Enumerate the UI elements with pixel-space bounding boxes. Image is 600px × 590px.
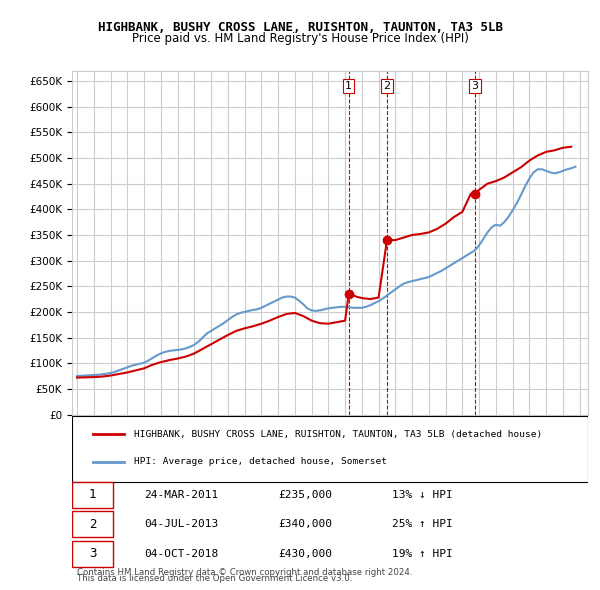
Text: 25% ↑ HPI: 25% ↑ HPI — [392, 519, 452, 529]
FancyBboxPatch shape — [72, 540, 113, 567]
Text: 2: 2 — [89, 517, 97, 530]
Text: 2: 2 — [383, 81, 391, 91]
Text: 24-MAR-2011: 24-MAR-2011 — [144, 490, 218, 500]
FancyBboxPatch shape — [72, 511, 113, 537]
Text: £430,000: £430,000 — [278, 549, 332, 559]
FancyBboxPatch shape — [72, 416, 588, 481]
Text: 3: 3 — [472, 81, 478, 91]
Text: 19% ↑ HPI: 19% ↑ HPI — [392, 549, 452, 559]
Text: £235,000: £235,000 — [278, 490, 332, 500]
Text: HPI: Average price, detached house, Somerset: HPI: Average price, detached house, Some… — [134, 457, 387, 467]
Text: 1: 1 — [89, 488, 97, 501]
Text: HIGHBANK, BUSHY CROSS LANE, RUISHTON, TAUNTON, TA3 5LB: HIGHBANK, BUSHY CROSS LANE, RUISHTON, TA… — [97, 21, 503, 34]
Text: 1: 1 — [345, 81, 352, 91]
Text: 04-OCT-2018: 04-OCT-2018 — [144, 549, 218, 559]
FancyBboxPatch shape — [72, 481, 113, 508]
Text: This data is licensed under the Open Government Licence v3.0.: This data is licensed under the Open Gov… — [77, 574, 353, 583]
Text: 04-JUL-2013: 04-JUL-2013 — [144, 519, 218, 529]
Text: £340,000: £340,000 — [278, 519, 332, 529]
Text: HIGHBANK, BUSHY CROSS LANE, RUISHTON, TAUNTON, TA3 5LB (detached house): HIGHBANK, BUSHY CROSS LANE, RUISHTON, TA… — [134, 430, 542, 438]
Text: Price paid vs. HM Land Registry's House Price Index (HPI): Price paid vs. HM Land Registry's House … — [131, 32, 469, 45]
Text: 13% ↓ HPI: 13% ↓ HPI — [392, 490, 452, 500]
Text: 3: 3 — [89, 547, 97, 560]
Text: Contains HM Land Registry data © Crown copyright and database right 2024.: Contains HM Land Registry data © Crown c… — [77, 568, 413, 576]
